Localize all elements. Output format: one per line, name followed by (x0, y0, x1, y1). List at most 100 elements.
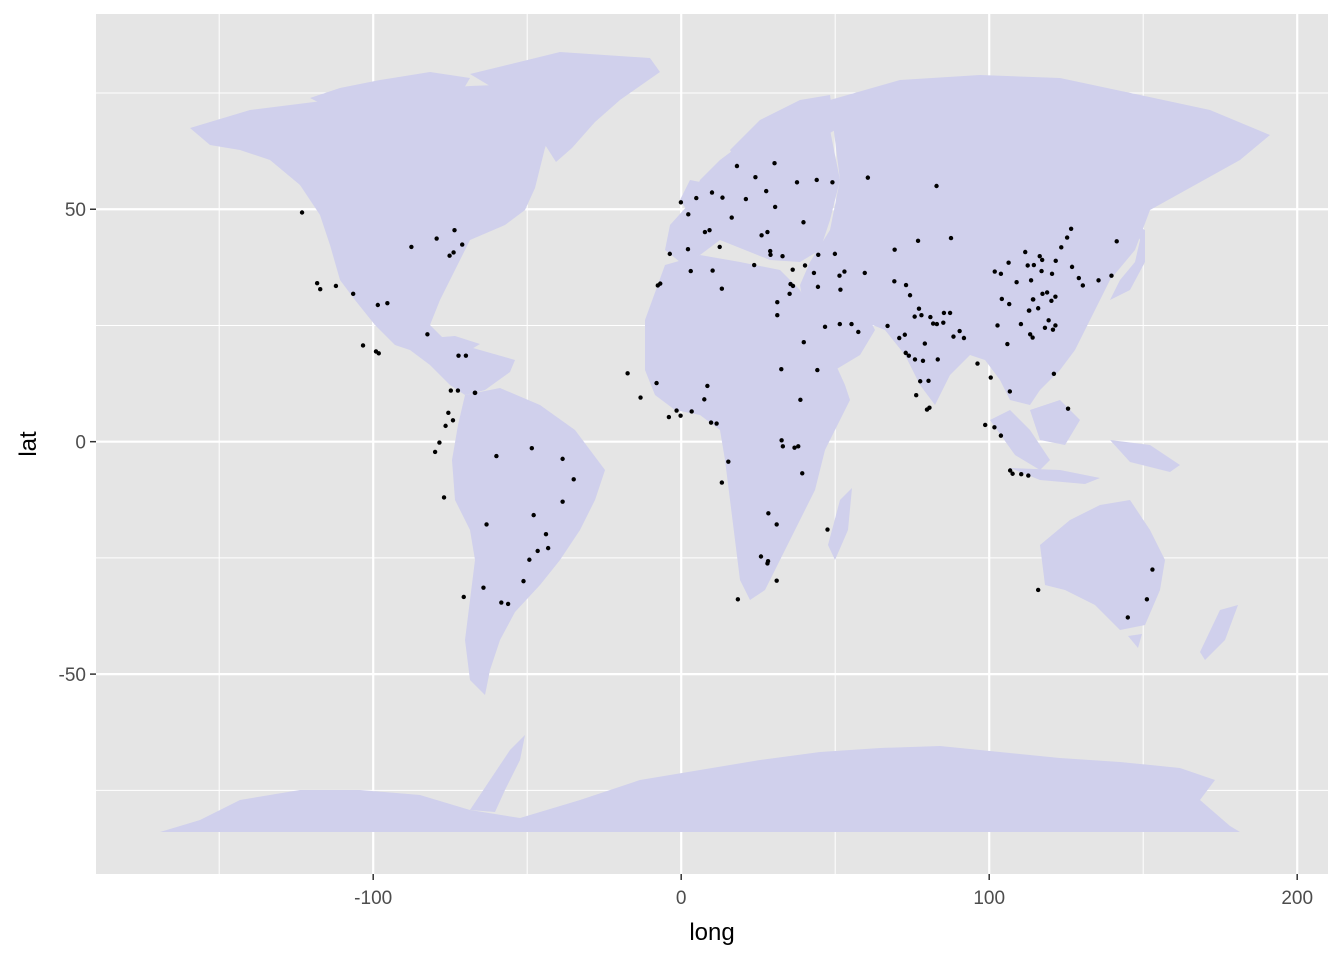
city-point (1053, 323, 1058, 328)
city-point (912, 357, 918, 362)
city-point (1053, 258, 1058, 264)
land-arctic-islands (310, 72, 470, 108)
city-point (638, 395, 643, 400)
city-point (914, 392, 919, 398)
city-point (907, 293, 913, 298)
city-point (709, 190, 715, 195)
city-point (849, 321, 854, 327)
city-point (658, 281, 663, 286)
city-point (992, 269, 997, 274)
city-point (998, 433, 1004, 438)
land-borneo (1030, 400, 1080, 445)
land-north-america (190, 84, 560, 395)
city-point (1030, 297, 1036, 302)
city-point (688, 268, 693, 274)
y-tick-label: -50 (59, 665, 86, 686)
city-point (1080, 283, 1086, 288)
city-point (765, 558, 771, 564)
land-british-isles (680, 180, 700, 212)
city-points (299, 161, 1155, 620)
city-point (780, 444, 786, 449)
city-point (830, 180, 835, 185)
city-point (930, 321, 936, 326)
city-point (915, 238, 921, 244)
city-point (505, 601, 511, 607)
city-point (376, 351, 381, 356)
city-point (1006, 260, 1011, 265)
city-point (1028, 278, 1034, 283)
city-point (787, 291, 792, 297)
city-point (720, 195, 725, 200)
city-point (825, 527, 830, 532)
x-tick-label: 0 (676, 888, 687, 909)
city-point (903, 282, 909, 288)
city-point (764, 188, 769, 194)
city-point (992, 425, 997, 430)
city-point (425, 332, 430, 337)
city-point (1035, 306, 1041, 311)
land-south-america (452, 388, 605, 695)
land-tasmania (1128, 634, 1142, 648)
land-java (1010, 468, 1100, 484)
city-point (674, 408, 679, 413)
city-point (451, 250, 456, 255)
city-point (892, 279, 897, 284)
city-point (906, 353, 912, 358)
x-tick-label: 100 (973, 888, 1005, 909)
city-point (837, 273, 842, 278)
city-point (759, 233, 764, 238)
city-point (1114, 239, 1119, 244)
city-point (772, 204, 778, 210)
city-point (1035, 587, 1041, 593)
city-point (1050, 327, 1056, 332)
city-point (779, 438, 784, 443)
city-point (735, 597, 741, 602)
city-point (1007, 389, 1013, 394)
city-point (902, 332, 908, 337)
city-point (1065, 406, 1071, 411)
land-new-zealand (1200, 605, 1238, 660)
city-point (1005, 341, 1010, 347)
city-point (385, 300, 390, 306)
city-point (982, 422, 988, 428)
city-point (702, 229, 708, 235)
city-point (678, 200, 684, 205)
city-point (758, 554, 764, 559)
city-point (434, 236, 439, 241)
city-point (708, 420, 714, 425)
city-point (775, 313, 780, 318)
city-point (1031, 262, 1037, 268)
land-masses (160, 52, 1270, 832)
city-point (811, 270, 817, 276)
city-point (667, 251, 673, 257)
city-point (455, 388, 461, 393)
city-point (314, 280, 320, 286)
city-point (768, 248, 773, 254)
city-point (775, 300, 780, 305)
y-axis-title: lat (15, 431, 42, 457)
city-point (535, 548, 540, 554)
city-point (988, 375, 993, 380)
city-point (1053, 294, 1058, 299)
city-point (1109, 273, 1114, 278)
city-point (922, 341, 928, 346)
city-point (1049, 298, 1054, 304)
city-point (801, 339, 806, 345)
land-indonesia (990, 410, 1050, 470)
city-point (926, 378, 931, 383)
city-point (790, 267, 795, 272)
y-tick-label: 0 (75, 433, 86, 454)
city-point (920, 358, 926, 363)
city-point (1019, 472, 1024, 477)
city-point (1039, 268, 1044, 274)
city-point (654, 380, 659, 386)
city-point (719, 286, 725, 291)
city-point (743, 196, 749, 202)
city-point (768, 252, 773, 257)
land-japan (1110, 225, 1145, 300)
city-point (375, 302, 381, 308)
city-point (529, 445, 535, 451)
land-scandinavia (730, 95, 835, 180)
x-axis: -100 0 100 200 (354, 874, 1313, 909)
land-africa (645, 255, 850, 600)
